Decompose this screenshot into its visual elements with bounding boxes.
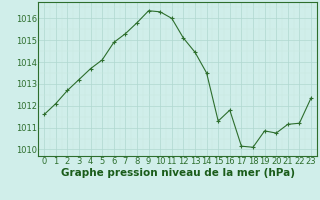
X-axis label: Graphe pression niveau de la mer (hPa): Graphe pression niveau de la mer (hPa) — [60, 168, 295, 178]
